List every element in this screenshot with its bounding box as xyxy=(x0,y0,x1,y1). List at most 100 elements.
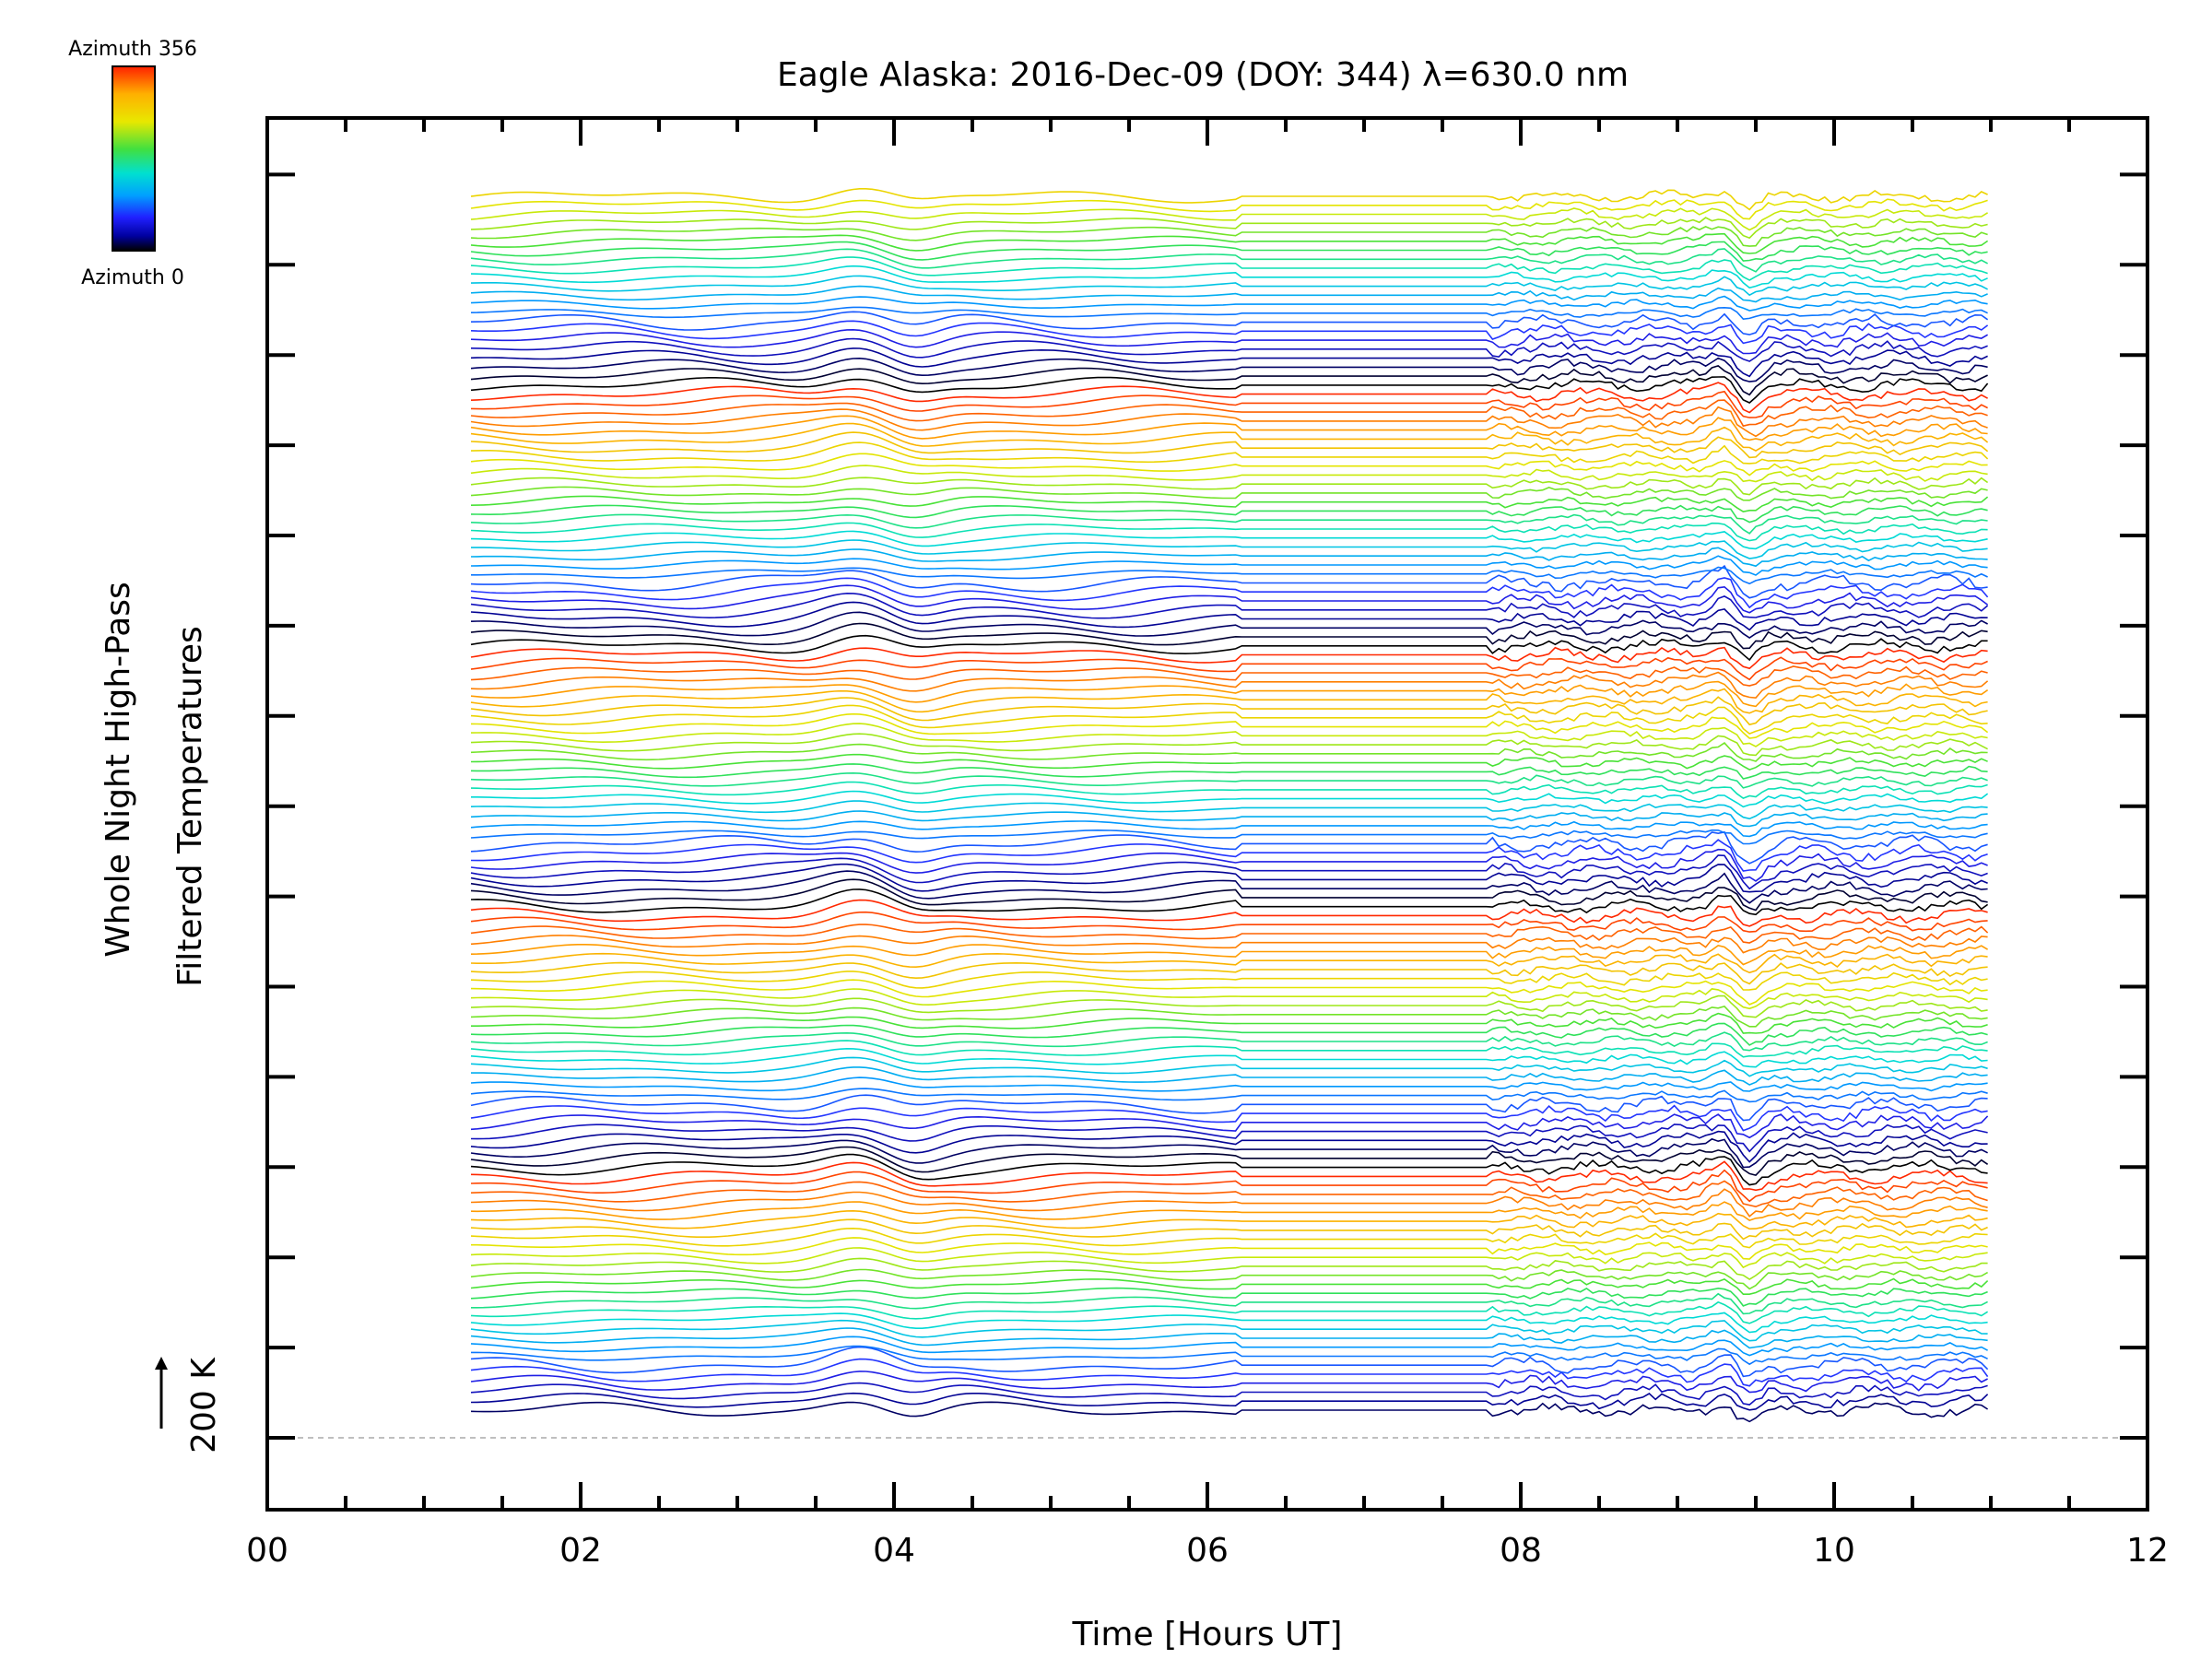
x-tick-label: 06 xyxy=(1186,1532,1229,1570)
temperature-trace xyxy=(470,198,1988,220)
temperature-trace xyxy=(470,1257,1988,1281)
temperature-trace xyxy=(470,1094,1988,1122)
temperature-trace xyxy=(470,513,1988,535)
x-tick-label: 00 xyxy=(246,1532,288,1570)
temperature-trace xyxy=(470,504,1988,524)
temperature-trace xyxy=(471,539,1988,559)
temperature-trace xyxy=(470,1201,1988,1221)
temperature-trace xyxy=(470,347,1988,378)
temperature-trace xyxy=(470,665,1988,687)
temperature-trace xyxy=(470,328,1988,355)
colorbar xyxy=(112,65,156,252)
temperature-trace xyxy=(470,771,1988,789)
temperature-trace xyxy=(471,566,1988,585)
scale-arrow-head xyxy=(155,1357,168,1370)
temperature-trace xyxy=(470,1113,1989,1139)
x-tick-label: 08 xyxy=(1500,1532,1542,1570)
temperature-trace xyxy=(470,422,1989,453)
x-tick-label: 04 xyxy=(873,1532,915,1570)
temperature-trace xyxy=(470,680,1989,708)
temperature-trace xyxy=(470,1088,1988,1103)
temperature-trace xyxy=(470,495,1989,513)
temperature-trace xyxy=(470,1124,1988,1153)
temperature-trace xyxy=(470,226,1988,247)
temperature-trace xyxy=(470,256,1988,281)
temperature-trace xyxy=(470,1130,1988,1163)
temperature-trace xyxy=(470,911,1988,933)
temperature-trace xyxy=(470,1160,1988,1192)
temperature-trace xyxy=(470,870,1988,904)
temperature-trace xyxy=(470,671,1989,700)
temperature-trace xyxy=(470,723,1988,747)
temperature-trace xyxy=(470,810,1988,828)
temperature-trace xyxy=(470,863,1988,893)
temperature-trace xyxy=(470,275,1988,297)
temperature-trace xyxy=(470,465,1988,483)
colorbar-bottom-label: Azimuth 0 xyxy=(81,266,184,289)
temperature-trace xyxy=(470,1047,1988,1068)
temperature-trace xyxy=(470,547,1988,568)
temperature-trace xyxy=(470,431,1989,459)
x-tick-label: 10 xyxy=(1813,1532,1855,1570)
temperature-trace xyxy=(470,357,1988,382)
temperature-trace xyxy=(470,829,1988,845)
temperature-trace xyxy=(470,1401,1989,1423)
temperature-trace xyxy=(470,800,1988,820)
temperature-trace xyxy=(470,696,1988,726)
temperature-trace xyxy=(470,306,1988,321)
temperature-trace xyxy=(470,453,1988,477)
temperature-trace xyxy=(470,1218,1988,1241)
temperature-trace xyxy=(470,1371,1988,1394)
temperature-trace xyxy=(470,1358,1989,1387)
temperature-trace xyxy=(470,1169,1988,1203)
temperature-trace xyxy=(470,1346,1989,1378)
temperature-trace xyxy=(470,1300,1989,1324)
temperature-trace xyxy=(470,1268,1988,1290)
temperature-trace xyxy=(470,486,1988,501)
temperature-trace xyxy=(470,399,1988,428)
temperature-trace xyxy=(470,1137,1988,1169)
temperature-trace xyxy=(470,577,1989,609)
temperature-trace xyxy=(470,564,1988,599)
temperature-trace xyxy=(470,415,1988,441)
temperature-trace xyxy=(470,365,1988,396)
temperature-trace xyxy=(470,1153,1988,1186)
temperature-trace xyxy=(470,1287,1988,1307)
temperature-trace xyxy=(470,1022,1988,1046)
temperature-trace xyxy=(470,592,1989,619)
temperature-trace xyxy=(470,601,1988,631)
temperature-trace xyxy=(470,1277,1989,1295)
chart-title: Eagle Alaska: 2016-Dec-09 (DOY: 344) λ=6… xyxy=(777,56,1629,94)
temperature-trace xyxy=(470,763,1988,780)
temperature-trace xyxy=(470,1392,1989,1411)
temperature-trace xyxy=(470,265,1988,289)
temperature-trace xyxy=(470,688,1988,714)
temperature-trace xyxy=(470,441,1989,465)
temperature-trace xyxy=(470,753,1988,771)
temperature-trace xyxy=(470,241,1988,262)
temperature-trace xyxy=(470,712,1989,739)
temperature-trace xyxy=(470,406,1988,438)
temperature-trace xyxy=(470,888,1989,916)
temperature-trace xyxy=(470,337,1988,362)
temperature-trace xyxy=(470,994,1988,1018)
temperature-trace xyxy=(470,555,1988,576)
temperature-trace xyxy=(470,611,1988,639)
temperature-trace xyxy=(470,1056,1988,1077)
temperature-trace xyxy=(470,961,1988,985)
temperature-trace xyxy=(470,217,1988,240)
temperature-trace xyxy=(470,830,1988,865)
x-axis-label: Time [Hours UT] xyxy=(1072,1616,1343,1653)
temperature-trace xyxy=(470,1188,1988,1218)
temperature-trace xyxy=(470,854,1988,890)
temperature-trace xyxy=(470,390,1988,418)
x-tick-labels: 00 02 04 06 08 10 12 xyxy=(246,1532,2169,1570)
temperature-trace xyxy=(470,376,1989,404)
x-tick-label: 02 xyxy=(559,1532,602,1570)
temperature-trace xyxy=(470,1247,1988,1269)
temperature-trace xyxy=(470,382,1988,414)
temperature-trace xyxy=(470,646,1988,670)
temperature-trace xyxy=(470,924,1989,944)
traces xyxy=(470,188,1989,1423)
